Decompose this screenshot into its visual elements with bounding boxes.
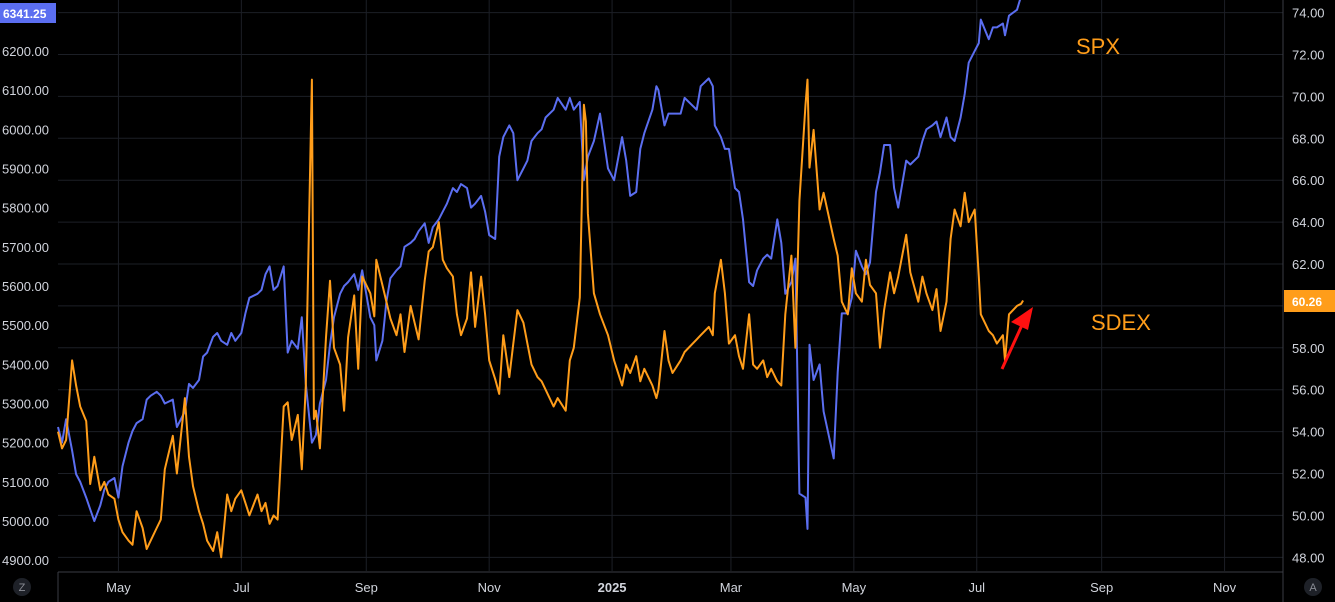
left-axis-tick-label: 5900.00	[2, 161, 49, 176]
left-badge-text: 6341.25	[3, 7, 47, 21]
red-arrow-icon	[1000, 307, 1033, 370]
left-axis-tick-label: 5600.00	[2, 279, 49, 294]
right-axis-tick-label: 50.00	[1292, 508, 1325, 523]
auto-scale-button-label: A	[1309, 582, 1317, 594]
right-axis-tick-label: 54.00	[1292, 425, 1325, 440]
right-axis-tick-label: 48.00	[1292, 550, 1325, 565]
left-axis-tick-label: 5300.00	[2, 397, 49, 412]
annotation-sdex: SDEX	[1091, 310, 1151, 335]
right-badge-bg	[1284, 290, 1335, 312]
right-axis-tick-label: 62.00	[1292, 257, 1325, 272]
timezone-button-label: Z	[19, 582, 26, 594]
right-axis-tick-label: 52.00	[1292, 467, 1325, 482]
left-axis-tick-label: 5400.00	[2, 357, 49, 372]
arrow-head	[1011, 307, 1033, 330]
timezone-button[interactable]: Z	[13, 578, 31, 596]
timezone-button-bg[interactable]	[13, 578, 31, 596]
time-axis-tick-label: May	[842, 580, 867, 595]
right-axis-tick-label: 66.00	[1292, 173, 1325, 188]
left-axis-tick-label: 5200.00	[2, 436, 49, 451]
right-axis-tick-label: 74.00	[1292, 6, 1325, 21]
right-axis-tick-label: 68.00	[1292, 131, 1325, 146]
left-last-value-badge: 6341.25	[0, 3, 56, 23]
time-axis-ticks: May Jul Sep Nov 2025 Mar May Jul Sep Nov	[106, 580, 1236, 595]
right-axis-tick-label: 70.00	[1292, 89, 1325, 104]
right-axis-tick-label: 56.00	[1292, 383, 1325, 398]
left-axis-tick-label: 6200.00	[2, 44, 49, 59]
annotation-spx: SPX	[1076, 34, 1120, 59]
time-axis-tick-label: Mar	[720, 580, 743, 595]
auto-scale-button[interactable]: A	[1304, 578, 1322, 596]
left-axis-tick-label: 5500.00	[2, 318, 49, 333]
left-axis-tick-label: 5100.00	[2, 475, 49, 490]
left-badge-bg	[0, 3, 56, 23]
time-axis-tick-label: Jul	[968, 580, 985, 595]
left-axis-tick-label: 5700.00	[2, 240, 49, 255]
left-axis-tick-label: 5800.00	[2, 201, 49, 216]
time-axis-tick-label: Jul	[233, 580, 250, 595]
left-axis-tick-label: 4900.00	[2, 553, 49, 568]
right-last-value-badge: 60.26	[1284, 290, 1335, 312]
auto-scale-button-bg[interactable]	[1304, 578, 1322, 596]
left-axis-ticks: 4900.00 5000.00 5100.00 5200.00 5300.00 5400.…	[2, 5, 49, 568]
time-axis-tick-label: Sep	[1090, 580, 1113, 595]
series-line-right-axis	[57, 78, 1024, 559]
right-axis-tick-label: 58.00	[1292, 341, 1325, 356]
right-axis-tick-label: 64.00	[1292, 215, 1325, 230]
time-axis-tick-label: 2025	[598, 580, 627, 595]
time-axis-panel[interactable]	[0, 571, 1335, 602]
gridlines	[58, 0, 1283, 572]
left-axis-tick-label: 6000.00	[2, 122, 49, 137]
time-axis-tick-label: Nov	[1213, 580, 1237, 595]
time-axis-tick-label: May	[106, 580, 131, 595]
left-axis-tick-label: 6100.00	[2, 83, 49, 98]
time-axis-tick-label: Sep	[355, 580, 378, 595]
right-axis-tick-label: 72.00	[1292, 47, 1325, 62]
series-layer	[57, 0, 1024, 559]
arrow-shaft	[1000, 324, 1024, 370]
time-axis-tick-label: Nov	[478, 580, 502, 595]
right-badge-text: 60.26	[1292, 295, 1322, 309]
left-axis-tick-label: 5000.00	[2, 514, 49, 529]
